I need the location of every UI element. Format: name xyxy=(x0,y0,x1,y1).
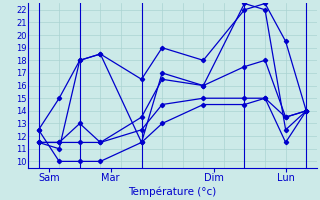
X-axis label: Température (°c): Température (°c) xyxy=(128,186,217,197)
